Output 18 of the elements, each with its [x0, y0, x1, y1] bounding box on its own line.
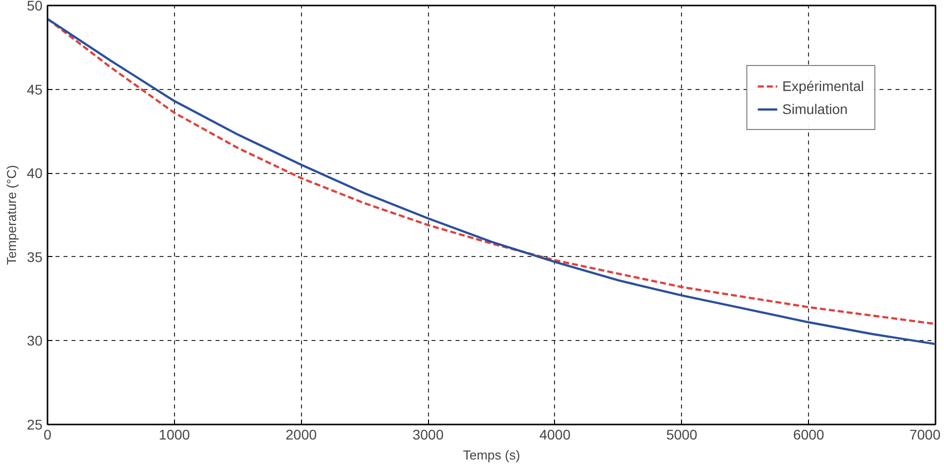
- x-axis-title: Temps (s): [462, 448, 520, 462]
- x-tick-label: 6000: [793, 426, 824, 442]
- legend-label: Expérimental: [782, 78, 864, 94]
- x-tick-label: 3000: [412, 426, 444, 442]
- x-tick-label: 2000: [286, 426, 317, 442]
- y-tick-label: 30: [26, 332, 43, 349]
- y-tick-label: 50: [26, 0, 43, 14]
- y-tick-label: 25: [26, 416, 43, 432]
- y-tick-label: 40: [26, 165, 43, 182]
- y-tick-label: 35: [26, 248, 43, 265]
- x-tick-label: 7000: [909, 426, 941, 442]
- x-tick-label: 5000: [666, 426, 698, 442]
- y-tick-label: 45: [26, 81, 43, 98]
- x-tick-label: 0: [44, 426, 52, 442]
- x-tick-label: 4000: [539, 426, 571, 442]
- legend-label: Simulation: [782, 101, 848, 117]
- x-tick-label: 1000: [158, 426, 190, 442]
- y-axis-title: Temperature (°C): [4, 165, 19, 265]
